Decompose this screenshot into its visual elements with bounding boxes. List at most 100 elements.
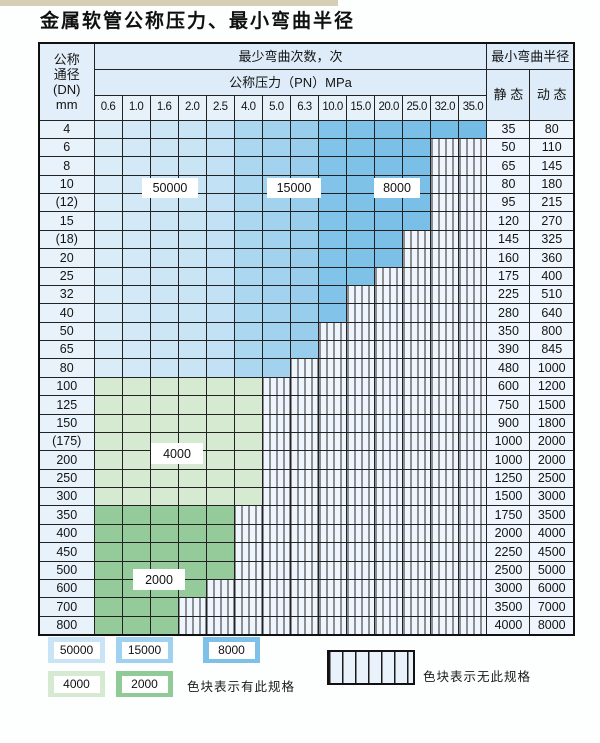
- legend-swatch-label: 8000: [208, 641, 255, 659]
- dynamic-radius-cell: 3500: [529, 505, 575, 525]
- no-spec-cell: [374, 523, 404, 544]
- no-spec-cell: [261, 597, 291, 617]
- no-spec-cell: [317, 321, 348, 342]
- no-spec-cell: [402, 358, 432, 378]
- table-row: (175) 1000 2000: [38, 431, 575, 452]
- spec-available-cell: [233, 376, 263, 397]
- dn-cell: 350: [38, 505, 95, 525]
- spec-available-cell: [205, 542, 235, 562]
- spec-available-cell: [93, 413, 123, 433]
- dynamic-radius-cell: 2500: [529, 468, 575, 489]
- spec-available-cell: [149, 615, 179, 636]
- spec-available-cell: [177, 339, 207, 360]
- legend-swatch-label: 50000: [53, 641, 100, 659]
- spec-available-cell: [93, 229, 123, 250]
- spec-available-cell: [289, 156, 320, 176]
- pressure-value-header: 6.3: [289, 94, 320, 121]
- spec-available-cell: [93, 395, 123, 415]
- table-row: 250 1250 2500: [38, 468, 575, 489]
- spec-available-cell: [205, 156, 235, 176]
- spec-available-cell: [374, 248, 404, 268]
- spec-available-cell: [205, 413, 235, 433]
- legend-has-spec-text: 色块表示有此规格: [187, 680, 296, 694]
- dn-cell: 6: [38, 137, 95, 158]
- dynamic-radius-cell: 8000: [529, 615, 575, 636]
- spec-available-cell: [93, 486, 123, 507]
- no-spec-cell: [346, 615, 376, 636]
- spec-available-cell: [121, 321, 151, 342]
- no-spec-cell: [458, 339, 488, 360]
- no-spec-cell: [289, 597, 320, 617]
- spec-available-cell: [346, 174, 376, 195]
- spec-available-cell: [233, 413, 263, 433]
- legend-swatch-label: 15000: [121, 641, 168, 659]
- dn-cell: 50: [38, 321, 95, 342]
- spec-available-cell: [205, 321, 235, 342]
- no-spec-cell: [402, 229, 432, 250]
- no-spec-cell: [374, 321, 404, 342]
- no-spec-cell: [261, 468, 291, 489]
- no-spec-cell: [317, 431, 348, 452]
- spec-available-cell: [289, 266, 320, 286]
- no-spec-cell: [346, 560, 376, 580]
- spec-available-cell: [93, 156, 123, 176]
- spec-available-cell: [233, 266, 263, 286]
- spec-available-cell: [177, 523, 207, 544]
- no-spec-cell: [402, 578, 432, 599]
- dynamic-radius-cell: 1500: [529, 395, 575, 415]
- no-spec-cell: [374, 468, 404, 489]
- no-spec-cell: [346, 303, 376, 323]
- dynamic-radius-cell: 4000: [529, 523, 575, 544]
- table-row: 300 1500 3000: [38, 486, 575, 507]
- spec-available-cell: [177, 211, 207, 231]
- no-spec-cell: [430, 321, 460, 342]
- no-spec-cell: [205, 615, 235, 636]
- pressure-value-header: 15.0: [346, 94, 376, 121]
- no-spec-cell: [458, 137, 488, 158]
- table-row: 450 2250 4500: [38, 542, 575, 562]
- spec-available-cell: [289, 339, 320, 360]
- no-spec-cell: [289, 523, 320, 544]
- dynamic-radius-cell: 640: [529, 303, 575, 323]
- no-spec-cell: [261, 450, 291, 470]
- no-spec-cell: [374, 597, 404, 617]
- spec-available-cell: [233, 339, 263, 360]
- zone-cycle-count-label: 15000: [267, 178, 321, 198]
- no-spec-cell: [233, 597, 263, 617]
- no-spec-cell: [374, 376, 404, 397]
- no-spec-cell: [261, 615, 291, 636]
- dn-cell: (18): [38, 229, 95, 250]
- dn-cell: 700: [38, 597, 95, 617]
- spec-available-cell: [233, 395, 263, 415]
- spec-available-cell: [149, 229, 179, 250]
- spec-available-cell: [205, 284, 235, 305]
- dynamic-radius-cell: 5000: [529, 560, 575, 580]
- spec-available-cell: [93, 137, 123, 158]
- no-spec-cell: [430, 450, 460, 470]
- no-spec-cell: [346, 523, 376, 544]
- table-row: 200 1000 2000: [38, 450, 575, 470]
- spec-available-cell: [289, 321, 320, 342]
- dn-column-header: 公称 通径 (DN) mm: [38, 42, 95, 121]
- no-spec-cell: [458, 486, 488, 507]
- spec-available-cell: [177, 413, 207, 433]
- spec-available-cell: [149, 395, 179, 415]
- no-spec-cell: [402, 376, 432, 397]
- no-spec-cell: [317, 486, 348, 507]
- dn-header-line: 通径: [53, 66, 80, 82]
- spec-available-cell: [317, 266, 348, 286]
- spec-available-cell: [205, 211, 235, 231]
- spec-available-cell: [430, 119, 460, 139]
- no-spec-cell: [317, 615, 348, 636]
- spec-available-cell: [121, 248, 151, 268]
- spec-available-cell: [177, 156, 207, 176]
- spec-available-cell: [374, 211, 404, 231]
- no-spec-cell: [205, 578, 235, 599]
- dn-header-line: (DN): [53, 81, 81, 97]
- spec-available-cell: [177, 505, 207, 525]
- dn-cell: 8: [38, 156, 95, 176]
- spec-available-cell: [149, 542, 179, 562]
- static-radius-cell: 480: [486, 358, 531, 378]
- static-radius-cell: 2500: [486, 560, 531, 580]
- dn-header-line: 公称: [53, 51, 80, 67]
